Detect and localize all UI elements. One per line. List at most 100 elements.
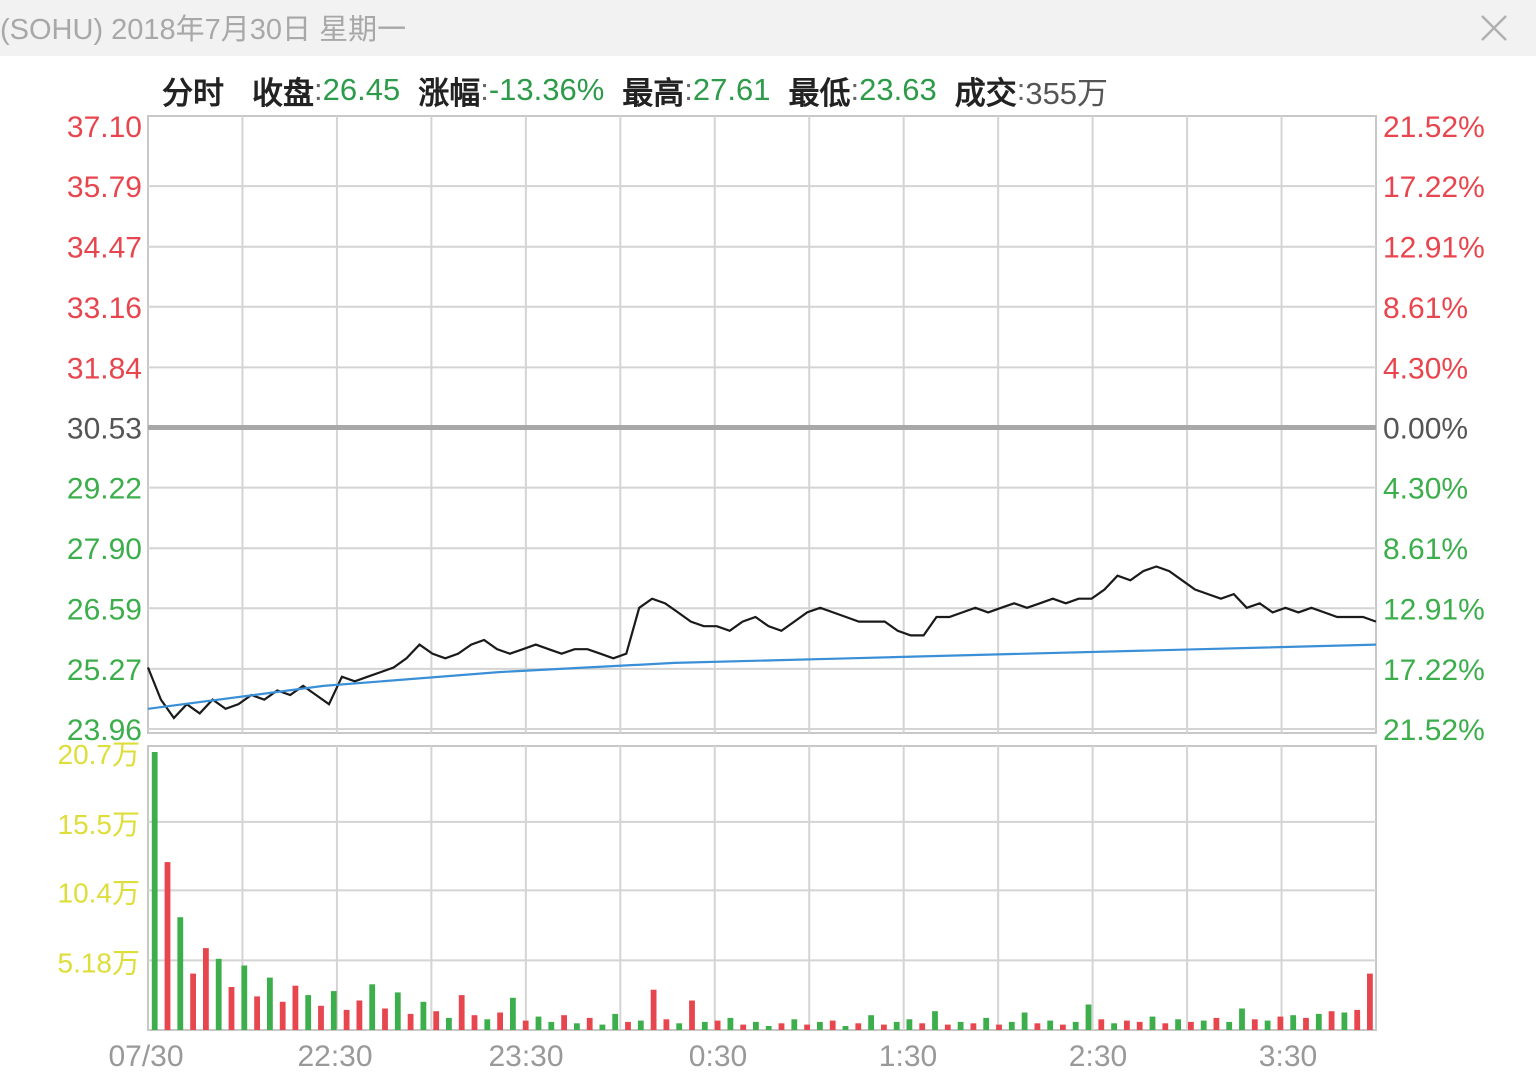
volume-bar	[765, 1026, 772, 1030]
volume-bar	[522, 1020, 529, 1030]
price-tick-left: 27.90	[67, 533, 142, 566]
volume-bar	[996, 1024, 1002, 1030]
volume-bar	[612, 1013, 619, 1030]
volume-bar	[868, 1015, 874, 1030]
volume-bar	[1341, 1012, 1348, 1030]
time-tick: 2:30	[1069, 1040, 1127, 1073]
volume-bar	[1149, 1016, 1156, 1030]
volume-bar	[356, 1000, 363, 1030]
volume-bar	[228, 987, 235, 1030]
low-value: 23.63	[859, 72, 937, 107]
price-tick-left: 29.22	[67, 473, 142, 506]
volume-bar	[1239, 1008, 1245, 1030]
change-value: -13.36%	[488, 72, 605, 107]
volume-bar	[599, 1024, 606, 1030]
close-label: 收盘	[252, 75, 314, 111]
volume-bar	[804, 1024, 810, 1030]
volume-bar	[1034, 1023, 1041, 1030]
volume-label: 成交	[954, 75, 1017, 111]
volume-bar	[497, 1012, 503, 1030]
window-titlebar: (SOHU) 2018年7月30日 星期一	[0, 0, 1536, 56]
volume-bar	[1060, 1024, 1066, 1030]
price-tick-left: 30.53	[67, 413, 142, 446]
volume-bar	[1136, 1021, 1143, 1030]
volume-bar	[369, 984, 376, 1030]
volume-bar	[1072, 1021, 1079, 1030]
time-tick: 0:30	[689, 1040, 747, 1073]
volume-bar	[893, 1021, 900, 1030]
volume-tick: 10.4万	[58, 877, 141, 908]
price-tick-left: 26.59	[67, 593, 142, 626]
volume-bar	[1290, 1015, 1297, 1030]
volume-bar	[254, 996, 260, 1030]
volume-bar	[1175, 1019, 1181, 1030]
price-panel	[147, 115, 1377, 734]
volume-bar	[842, 1026, 849, 1030]
price-tick-left: 31.84	[67, 352, 142, 385]
close-button[interactable]	[1474, 8, 1514, 48]
volume-bar	[791, 1019, 798, 1030]
percent-tick-right: 12.91%	[1383, 593, 1485, 626]
time-tick: 3:30	[1259, 1040, 1317, 1073]
volume-bar	[330, 991, 337, 1030]
volume-bar	[433, 1011, 440, 1030]
volume-bar	[241, 965, 248, 1030]
volume-bar	[1264, 1020, 1271, 1030]
high-label: 最高	[622, 75, 685, 111]
volume-bar	[190, 973, 196, 1030]
volume-bar	[906, 1019, 913, 1030]
volume-value: 355万	[1025, 75, 1109, 111]
volume-bar	[1367, 973, 1373, 1030]
volume-bar	[855, 1023, 862, 1030]
high-value: 27.61	[692, 72, 771, 107]
volume-bar	[1213, 1017, 1220, 1030]
volume-bar	[778, 1023, 785, 1030]
volume-bar	[279, 1001, 286, 1030]
tab-intraday[interactable]: 分时	[162, 75, 224, 111]
volume-bar	[944, 1024, 951, 1030]
percent-tick-right: 0.00%	[1383, 413, 1468, 446]
volume-bar	[1124, 1020, 1130, 1030]
volume-bar	[164, 862, 171, 1030]
volume-bar	[1021, 1012, 1028, 1030]
change-sep: :	[480, 72, 489, 107]
volume-bar	[548, 1021, 555, 1030]
volume-bar	[318, 1005, 324, 1030]
volume-bar	[1315, 1013, 1322, 1030]
volume-bar	[1085, 1004, 1092, 1030]
volume-bar	[510, 997, 516, 1030]
volume-sep: :	[1016, 72, 1026, 107]
volume-bar	[650, 989, 657, 1030]
volume-bar	[420, 1001, 427, 1030]
volume-bar	[829, 1020, 836, 1030]
low-label: 最低	[788, 75, 851, 111]
volume-bar	[817, 1021, 823, 1030]
time-tick: 23:30	[488, 1040, 563, 1073]
volume-bar	[689, 1000, 695, 1030]
volume-bar	[625, 1021, 631, 1030]
close-icon	[1481, 15, 1507, 41]
volume-bar	[484, 1019, 491, 1030]
volume-bar	[1111, 1023, 1117, 1030]
volume-bar	[1328, 1011, 1335, 1030]
volume-bar	[1008, 1021, 1015, 1030]
volume-tick: 5.18万	[58, 947, 141, 978]
price-tick-left: 25.27	[67, 654, 142, 687]
volume-bar	[574, 1023, 580, 1030]
volume-bar	[663, 1019, 670, 1030]
volume-bar	[637, 1020, 644, 1030]
average-line	[147, 643, 1377, 710]
volume-bar	[1303, 1017, 1309, 1030]
volume-bar	[932, 1011, 938, 1030]
volume-bar	[177, 917, 184, 1030]
volume-bar	[394, 992, 401, 1030]
low-sep: :	[850, 72, 860, 107]
volume-bar	[740, 1024, 747, 1030]
percent-tick-right: 8.61%	[1383, 292, 1468, 325]
percent-tick-right: 21.52%	[1383, 111, 1485, 144]
volume-bar	[1277, 1016, 1284, 1030]
percent-tick-right: 12.91%	[1383, 232, 1485, 265]
volume-tick: 20.7万	[58, 739, 141, 770]
close-sep: :	[314, 72, 323, 107]
